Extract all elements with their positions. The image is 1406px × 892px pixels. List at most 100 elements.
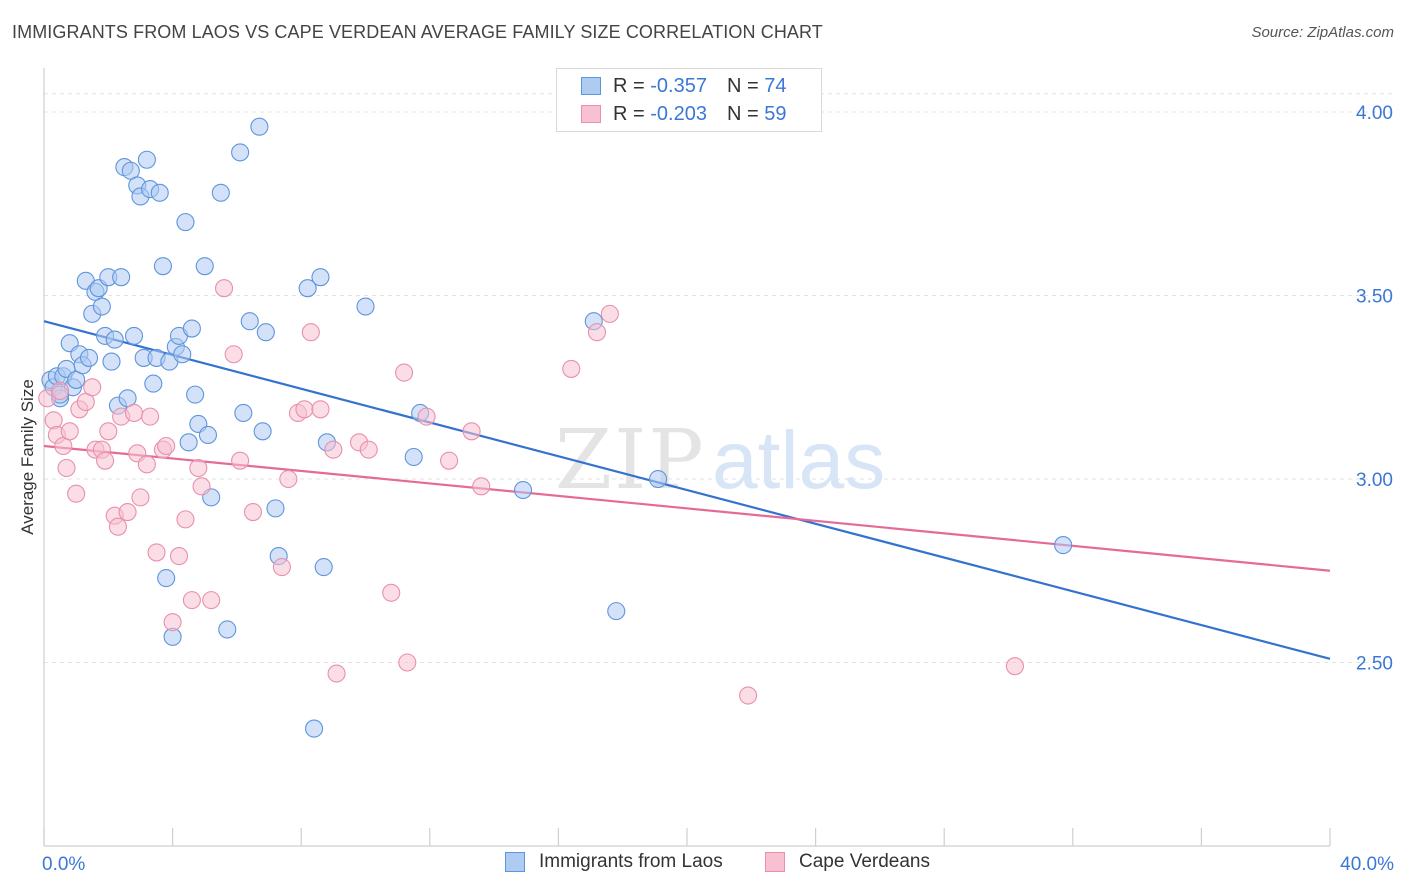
laos-point <box>102 352 121 371</box>
laos-point <box>179 433 198 452</box>
laos-point <box>124 326 144 345</box>
cape-verdean-point <box>108 517 127 536</box>
cape-verdean-point <box>176 510 195 529</box>
laos-point <box>298 279 317 298</box>
cape-verdean-point <box>382 583 401 602</box>
laos-point <box>211 183 230 202</box>
source-label: Source: ZipAtlas.com <box>1251 24 1394 41</box>
cape-verdean-point <box>157 436 176 456</box>
watermark-zip: ZIP <box>555 413 706 508</box>
y-tick-label: 4.00 <box>1356 103 1393 124</box>
laos-point <box>314 558 333 577</box>
laos-point <box>157 569 176 588</box>
laos-point <box>195 257 214 276</box>
laos-point <box>186 385 205 404</box>
laos-point <box>311 268 330 287</box>
n-label: N = <box>726 74 759 97</box>
cape-verdean-point <box>739 686 758 705</box>
x-tick-labels: 0.0% 40.0% <box>42 854 1394 875</box>
laos-point <box>105 330 124 349</box>
laos-point <box>198 425 218 445</box>
cape-verdean-point <box>1005 657 1024 676</box>
cape-verdean-point <box>359 440 378 459</box>
y-tick-label: 3.00 <box>1356 470 1393 491</box>
cape-verdean-point <box>118 502 137 522</box>
cape-verdean-point <box>83 378 102 397</box>
cape-verdean-point <box>124 403 144 423</box>
cape-verdean-point <box>163 613 182 632</box>
y-tick-labels: 2.50 3.00 3.50 4.00 <box>1356 103 1393 674</box>
grid-lines <box>44 93 1392 664</box>
laos-point <box>173 345 192 364</box>
laos-point <box>112 268 131 287</box>
laos-swatch-icon <box>581 77 601 95</box>
laos-point <box>79 348 99 367</box>
cape-verdean-point <box>189 458 208 478</box>
laos-legend-swatch-icon <box>505 852 525 872</box>
cape-verdean-point <box>324 440 343 459</box>
cape-verdean-point <box>182 591 201 610</box>
cape-verdean-point <box>311 400 330 419</box>
cape-verdean-point <box>272 558 291 577</box>
cape-verdean-point <box>169 547 189 566</box>
n-value-laos: 74 <box>764 74 787 97</box>
cape-verdean-point <box>96 451 115 470</box>
cape-verdean-point <box>417 407 436 426</box>
trend-lines <box>43 320 1331 660</box>
laos-point <box>266 499 285 518</box>
cape-verdean-point <box>202 591 221 610</box>
cape-verdean-point <box>147 543 166 562</box>
cape-verdean-point <box>562 359 581 378</box>
laos-point <box>1054 536 1073 555</box>
cape-verdean-point <box>60 422 79 441</box>
laos-point <box>150 183 169 202</box>
laos-point <box>144 374 163 393</box>
laos-point <box>153 257 173 276</box>
laos-point <box>607 602 626 621</box>
cape-verdean-point <box>231 451 250 470</box>
n-value-cape-verdeans: 59 <box>764 102 787 125</box>
legend-item-laos[interactable]: Immigrants from Laos <box>505 851 723 873</box>
cape-verdean-point <box>398 653 417 672</box>
cape-verdean-point <box>137 455 156 474</box>
cape-verdean-point <box>57 458 76 478</box>
laos-point <box>182 319 201 338</box>
r-value-laos: -0.357 <box>650 74 707 97</box>
r-value-cape-verdeans: -0.203 <box>650 102 707 125</box>
laos-point <box>256 323 275 342</box>
laos-point <box>137 150 156 169</box>
laos-point <box>356 297 375 316</box>
data-points <box>38 117 1073 738</box>
cape-verdean-point <box>192 477 211 496</box>
laos-point <box>234 403 253 423</box>
legend-item-cape-verdeans[interactable]: Cape Verdeans <box>765 851 930 873</box>
cape-verdean-point <box>243 502 263 522</box>
cape-verdean-point <box>44 411 63 430</box>
cape-verdean-point <box>99 422 118 441</box>
x-tick-label-max: 40.0% <box>1340 854 1394 875</box>
laos-point <box>250 117 269 136</box>
watermark-atlas: atlas <box>712 415 885 506</box>
n-label: N = <box>726 102 759 125</box>
stats-row-cape-verdeans: R = -0.203 N = 59 <box>557 101 786 127</box>
legend-label-cape-verdeans: Cape Verdeans <box>799 851 930 872</box>
r-label: R = <box>613 102 645 125</box>
cape-verdean-point <box>51 381 70 400</box>
cape-verdean-point <box>587 323 607 342</box>
watermark: ZIP atlas <box>555 413 885 508</box>
cape-verdeans-swatch-icon <box>581 105 601 123</box>
series-legend: Immigrants from Laos Cape Verdeans <box>0 851 1406 877</box>
cape-verdean-point <box>214 279 234 298</box>
cape-verdean-point <box>301 323 320 342</box>
laos-point <box>305 719 324 738</box>
cape-verdean-point <box>295 400 314 419</box>
cape-verdeans-legend-swatch-icon <box>765 852 785 872</box>
axes <box>43 68 1331 847</box>
laos-point <box>404 447 423 467</box>
cape-verdean-point <box>327 664 346 683</box>
cape-verdean-point <box>67 484 86 503</box>
laos-point <box>176 213 195 232</box>
cape-verdean-point <box>440 451 459 470</box>
x-tick-label-min: 0.0% <box>42 854 85 875</box>
